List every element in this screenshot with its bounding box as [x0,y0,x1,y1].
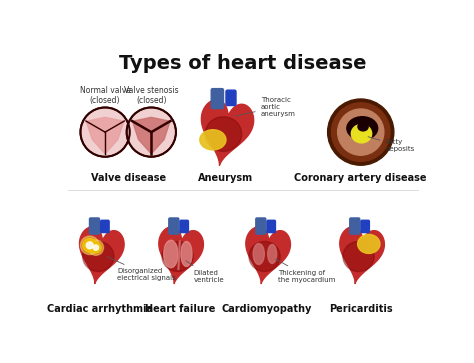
Text: Thoracic
aortic
aneurysm: Thoracic aortic aneurysm [235,97,295,117]
Polygon shape [133,117,170,132]
Polygon shape [246,227,291,284]
Ellipse shape [205,117,242,151]
Circle shape [88,240,103,255]
Circle shape [81,107,130,157]
FancyBboxPatch shape [256,218,266,234]
Ellipse shape [351,125,372,143]
Ellipse shape [358,123,368,131]
FancyBboxPatch shape [211,89,224,109]
Polygon shape [133,121,151,154]
Text: Heart failure: Heart failure [145,304,215,314]
Text: Valve stenosis
(closed): Valve stenosis (closed) [124,86,179,105]
Circle shape [93,245,99,250]
Polygon shape [86,117,124,132]
Text: Disorganized
electrical signals: Disorganized electrical signals [107,257,176,281]
FancyBboxPatch shape [100,220,109,233]
Circle shape [328,99,394,165]
Polygon shape [340,227,384,284]
Ellipse shape [253,244,264,265]
Polygon shape [159,227,203,284]
FancyBboxPatch shape [361,220,369,233]
Ellipse shape [200,130,226,150]
Text: Pericarditis: Pericarditis [329,304,392,314]
Ellipse shape [268,244,277,264]
Polygon shape [105,121,124,154]
Circle shape [127,107,176,157]
Circle shape [81,236,99,254]
Text: Thickening of
the myocardium: Thickening of the myocardium [275,259,336,283]
Text: Cardiac arrhythmia: Cardiac arrhythmia [47,304,154,314]
FancyBboxPatch shape [226,90,236,106]
FancyBboxPatch shape [350,218,360,234]
Circle shape [331,103,390,162]
Text: Valve disease: Valve disease [91,173,166,183]
Ellipse shape [249,241,280,272]
Text: Types of heart disease: Types of heart disease [119,54,367,73]
Ellipse shape [164,240,178,268]
FancyBboxPatch shape [90,218,100,234]
Text: Coronary artery disease: Coronary artery disease [294,173,427,183]
FancyBboxPatch shape [180,220,189,233]
Polygon shape [86,121,105,154]
Circle shape [337,109,384,155]
Ellipse shape [162,241,193,272]
Ellipse shape [181,241,192,266]
Circle shape [86,242,93,249]
Text: Dilated
ventricle: Dilated ventricle [186,261,224,283]
FancyBboxPatch shape [267,220,275,233]
Polygon shape [151,121,170,154]
Text: Fatty
deposits: Fatty deposits [368,137,415,152]
Ellipse shape [357,234,380,253]
Text: Normal valve
(closed): Normal valve (closed) [80,86,130,105]
Polygon shape [80,227,124,284]
Circle shape [91,242,101,253]
Ellipse shape [82,241,114,272]
FancyBboxPatch shape [169,218,179,234]
Circle shape [83,238,97,252]
Text: Cardiomyopathy: Cardiomyopathy [222,304,312,314]
Text: Aneurysm: Aneurysm [199,173,254,183]
Ellipse shape [347,117,378,140]
Ellipse shape [343,241,374,272]
Polygon shape [201,100,254,166]
